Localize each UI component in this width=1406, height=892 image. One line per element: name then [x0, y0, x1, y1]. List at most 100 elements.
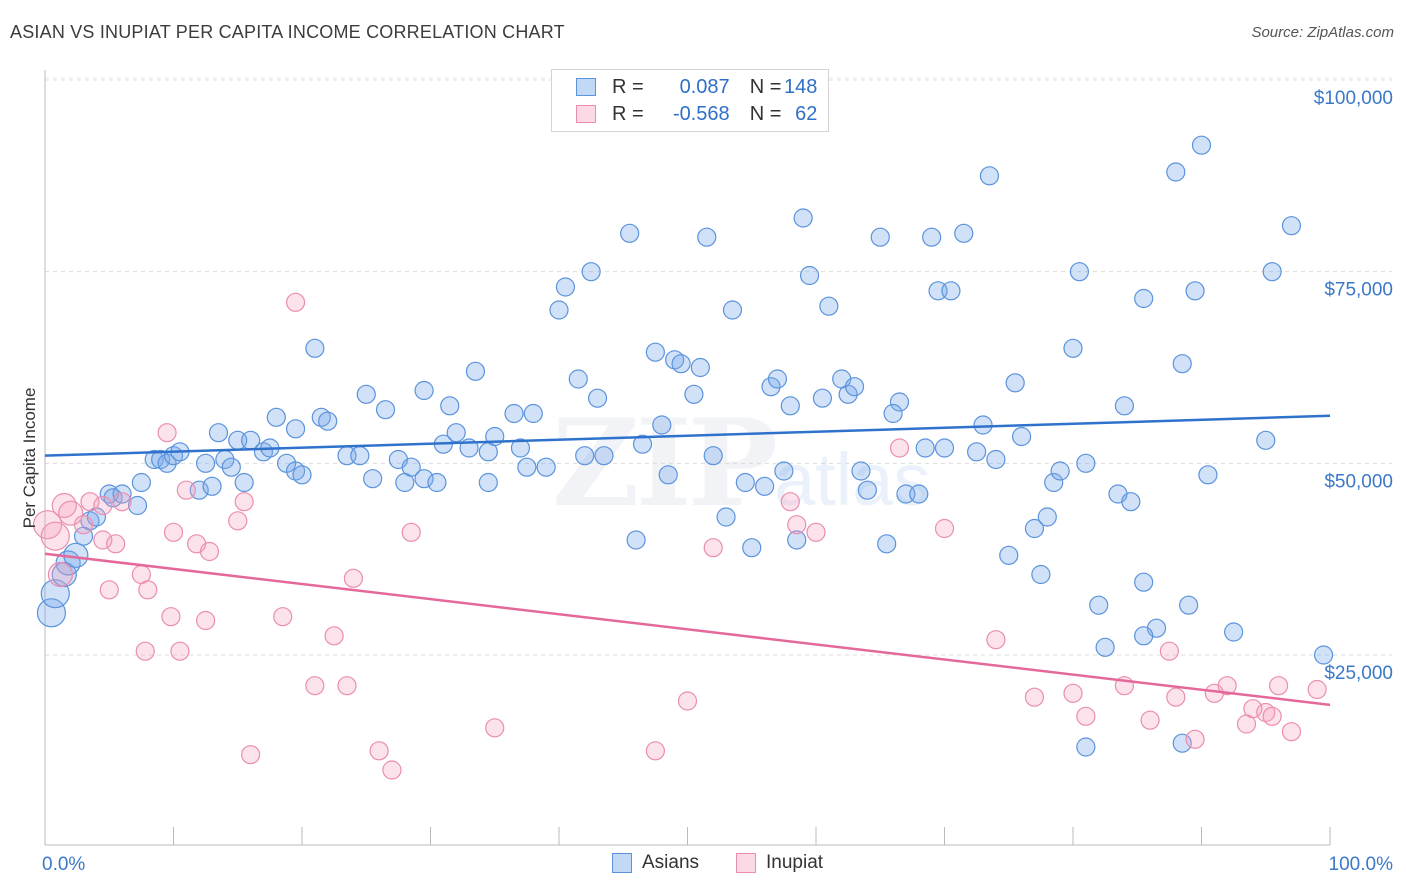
x-tick-label-min: 0.0% — [42, 854, 85, 875]
asian-point — [1089, 595, 1109, 615]
asian-point — [844, 377, 865, 397]
asian-point — [549, 300, 569, 320]
inupiat-point — [99, 580, 119, 600]
inupiat-point — [1185, 729, 1205, 749]
asian-point — [941, 281, 961, 301]
inupiat-point — [1076, 706, 1096, 726]
inupiat-point — [324, 626, 344, 646]
asian-point — [793, 208, 813, 228]
asian-point — [819, 296, 839, 316]
asian-point — [986, 449, 1006, 470]
inupiat-point — [1243, 699, 1263, 719]
asian-point — [767, 369, 788, 389]
asian-point — [774, 461, 794, 481]
asian-point — [208, 423, 229, 443]
asian-point — [922, 227, 942, 247]
asian-point — [555, 277, 576, 297]
asian-point — [510, 438, 531, 458]
asian-point — [742, 538, 762, 558]
asian-point — [446, 423, 466, 443]
asian-point — [883, 403, 903, 424]
asian-point — [221, 457, 241, 477]
asian-point — [967, 442, 987, 462]
asian-point — [671, 354, 691, 374]
y-tick-label: $50,000 — [1324, 471, 1393, 492]
inupiat-point — [677, 691, 698, 711]
inupiat-trend-line — [44, 552, 1331, 707]
inupiat-point — [986, 630, 1006, 650]
inupiat-point — [135, 641, 155, 661]
inupiat-legend-label: Inupiat — [766, 852, 824, 873]
asian-point — [1063, 338, 1083, 358]
asian-point — [1134, 626, 1154, 646]
asian-point — [735, 472, 755, 493]
asian-point — [915, 438, 935, 458]
inupiat-legend-swatch — [736, 853, 756, 873]
asian-point — [587, 388, 608, 408]
asian-point — [1172, 354, 1192, 374]
asian-point — [909, 484, 929, 504]
asian-point — [973, 415, 993, 435]
asian-point — [1114, 396, 1135, 416]
asian-point — [285, 419, 306, 439]
asian-point — [427, 472, 447, 493]
asian-point — [722, 300, 743, 320]
asian-point — [575, 446, 595, 466]
legend-row-asians: R = 0.087 N = 148 — [576, 74, 817, 100]
asian-point — [440, 396, 460, 416]
asian-point — [196, 453, 216, 473]
asian-point — [305, 338, 325, 358]
asian-point — [999, 545, 1019, 565]
asian-point — [36, 598, 67, 628]
asian-point — [1185, 281, 1205, 301]
inupiat-point — [138, 580, 158, 600]
inupiat-point — [889, 438, 910, 458]
asian-point — [787, 530, 807, 550]
inupiat-point — [787, 515, 807, 535]
asian-point — [645, 342, 665, 362]
asian-point — [632, 434, 653, 454]
asian-point — [857, 480, 878, 500]
asian-point — [851, 461, 871, 481]
asian-point — [838, 384, 858, 404]
asian-point — [1076, 737, 1096, 757]
inupiat-point — [1307, 679, 1327, 700]
correlation-legend: R = 0.087 N = 148 R = -0.568 N = 62 — [551, 69, 829, 132]
axes — [44, 70, 1331, 846]
asian-point — [1024, 518, 1045, 539]
legend-r-label: R = — [612, 75, 644, 98]
asian-point — [703, 446, 723, 466]
inupiat-point — [1140, 710, 1160, 730]
asian-point — [1256, 430, 1276, 450]
asian-point — [979, 166, 1000, 186]
asian-point — [318, 411, 338, 431]
watermark-atlas: atlas — [773, 438, 931, 521]
asian-point — [1134, 572, 1154, 592]
y-tick-label: $25,000 — [1324, 663, 1393, 684]
asian-point — [594, 446, 614, 466]
inupiat-point — [485, 718, 505, 738]
asians-legend-swatch — [612, 853, 632, 873]
inupiat-point — [934, 518, 955, 539]
asian-point — [1044, 472, 1064, 493]
inupiat-point — [80, 492, 100, 512]
asian-point — [1134, 288, 1154, 309]
legend-n-label: N = — [749, 75, 782, 98]
asian-point — [478, 472, 498, 493]
inupiat-point — [1063, 683, 1083, 703]
inupiat-point — [703, 538, 723, 558]
trend-lines — [44, 414, 1331, 707]
inupiat-point — [170, 641, 190, 661]
inupiat-point — [285, 292, 306, 312]
inupiat-point — [401, 522, 421, 542]
inupiat-point — [40, 521, 70, 551]
asian-point — [684, 384, 704, 404]
x-tick-label-max: 100.0% — [1329, 854, 1394, 875]
legend-r-label: R = — [612, 102, 644, 125]
inupiat-point — [1159, 641, 1179, 661]
asian-point — [889, 392, 910, 412]
inupiat-point — [1024, 687, 1045, 707]
asian-point — [401, 457, 421, 477]
chart-title: ASIAN VS INUPIAT PER CAPITA INCOME CORRE… — [10, 22, 565, 42]
asian-point — [375, 400, 396, 420]
